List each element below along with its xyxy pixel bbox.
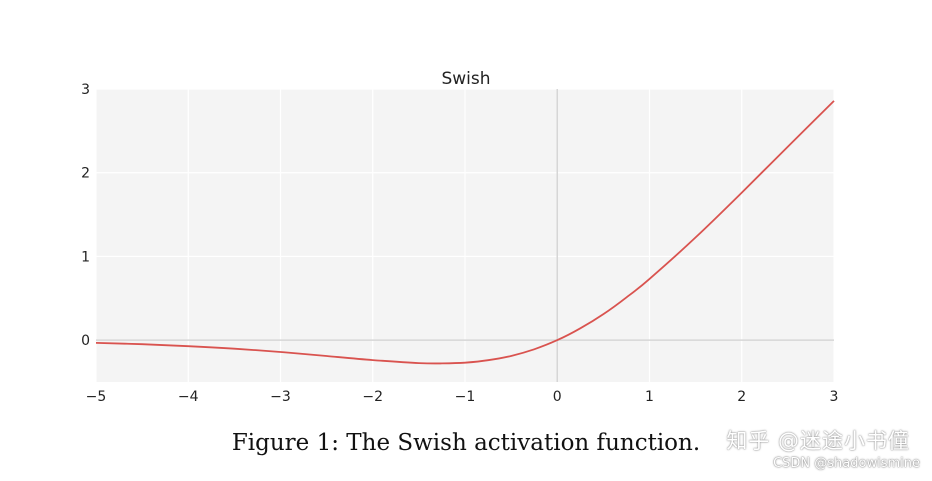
x-tick-label: −1 [455,389,476,405]
x-tick-label: 3 [830,389,839,405]
x-tick-label: −3 [270,389,291,405]
csdn-watermark: CSDN @shadowismine [773,456,920,471]
x-tick-label: 2 [737,389,746,405]
y-tick-labels: 0 1 2 3 [81,82,90,349]
x-tick-label: −2 [362,389,383,405]
series-line-swish [95,100,835,365]
y-tick-label: 0 [81,333,90,349]
zero-lines [96,89,834,382]
series-layer [95,100,835,365]
grid-lines [95,88,835,382]
x-tick-label: 0 [553,389,562,405]
figure-caption: Figure 1: The Swish activation function. [231,430,701,456]
zhihu-watermark: 知乎 @迷途小书僮 [726,429,910,453]
y-tick-label: 2 [81,166,90,182]
x-tick-label: −4 [178,389,199,405]
y-tick-label: 3 [81,82,90,98]
chart-title: Swish [441,69,490,89]
x-tick-label: 1 [645,389,654,405]
x-tick-label: −5 [86,389,107,405]
y-tick-label: 1 [81,249,90,265]
x-tick-labels: −5 −4 −3 −2 −1 0 1 2 3 [86,389,839,405]
